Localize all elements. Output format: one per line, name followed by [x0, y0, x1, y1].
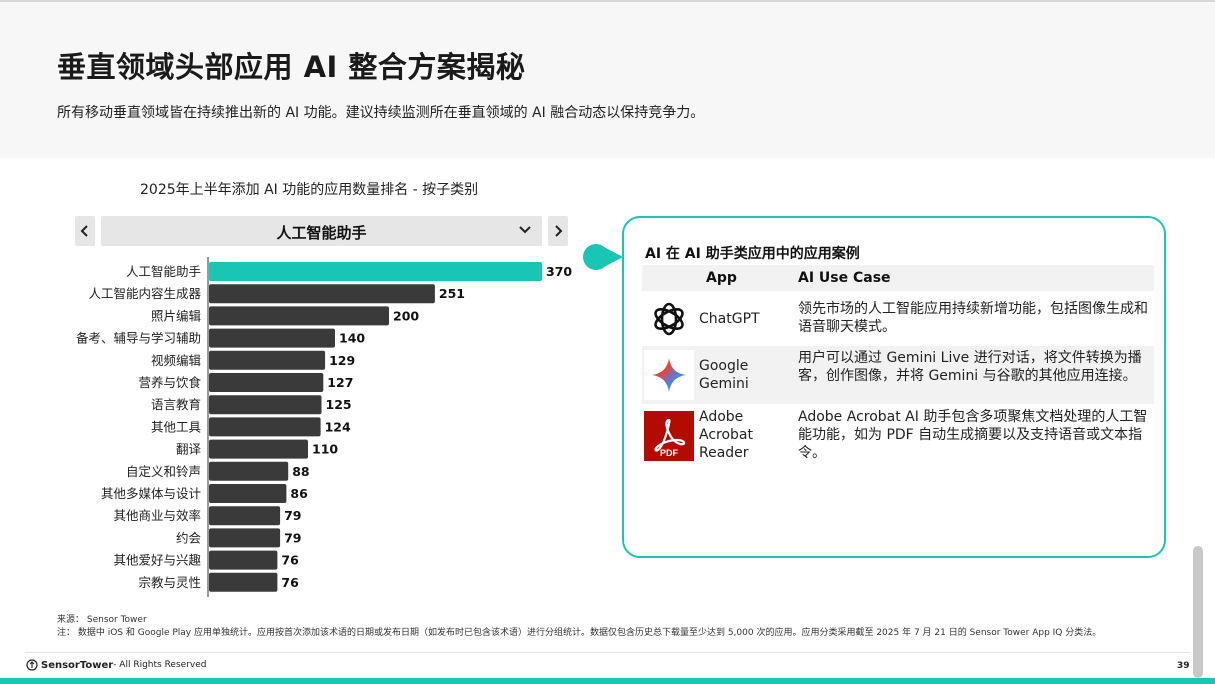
use-case-description: 领先市场的人工智能应用持续新增功能，包括图像生成和语音聊天模式。	[798, 301, 1148, 335]
category-label: 其他多媒体与设计	[101, 486, 201, 501]
chevron-down-icon	[519, 226, 531, 234]
use-case-panel: AI 在 AI 助手类应用中的应用案例 App AI Use Case Chat…	[622, 216, 1166, 558]
bar[interactable]	[209, 262, 542, 281]
chevron-left-icon	[80, 225, 88, 237]
sensortower-logo-icon	[26, 659, 38, 671]
bar-value-label: 79	[284, 508, 301, 523]
category-label: 其他爱好与兴趣	[113, 553, 201, 568]
use-case-table-header: App AI Use Case	[642, 265, 1154, 291]
scrollbar[interactable]	[1193, 546, 1203, 678]
footer-brand-name: SensorTower	[41, 659, 114, 671]
category-label: 自定义和铃声	[126, 464, 201, 479]
bar-chart: 人工智能助手 370 人工智能内容生成器 251 照片编辑 200 备考、辅导与学习辅助 14…	[76, 257, 572, 597]
bar[interactable]	[209, 284, 435, 304]
bar[interactable]	[209, 328, 335, 348]
source-note: 来源： Sensor Tower 注： 数据中 iOS 和 Google Pla…	[57, 614, 1101, 640]
source-line: 来源： Sensor Tower	[57, 615, 147, 625]
use-case-title: AI 在 AI 助手类应用中的应用案例	[645, 246, 860, 262]
next-category-button[interactable]	[548, 216, 568, 246]
bar-value-label: 370	[546, 264, 572, 279]
page-number: 39	[1177, 661, 1190, 671]
bar[interactable]	[209, 373, 324, 392]
bar-value-label: 251	[439, 286, 465, 301]
column-header-app: App	[706, 270, 737, 286]
bar-value-label: 129	[329, 353, 355, 368]
bar-value-label: 76	[281, 575, 299, 590]
category-dropdown[interactable]: 人工智能助手	[101, 216, 542, 246]
page-title: 垂直领域头部应用 AI 整合方案揭秘	[57, 50, 526, 84]
bar[interactable]	[209, 572, 278, 592]
pdf-logo-icon: PDF	[644, 411, 694, 461]
category-label: 人工智能内容生成器	[88, 286, 201, 301]
use-case-description: Adobe Acrobat AI 助手包含多项聚焦文档处理的人工智能功能，如为 …	[798, 409, 1148, 461]
svg-text:PDF: PDF	[660, 448, 679, 458]
chart-title: 2025年上半年添加 AI 功能的应用数量排名 - 按子类别	[140, 182, 479, 198]
category-label: 语言教育	[151, 397, 201, 412]
bar-value-label: 200	[393, 308, 419, 323]
category-label: 其他工具	[151, 419, 202, 434]
bar[interactable]	[209, 350, 326, 370]
use-case-app-name: Adobe Acrobat Reader	[699, 409, 753, 461]
category-label: 翻译	[176, 442, 202, 457]
bar-value-label: 127	[327, 375, 353, 390]
chevron-right-icon	[555, 225, 563, 237]
category-label: 备考、辅导与学习辅助	[76, 331, 201, 346]
column-header-use-case: AI Use Case	[798, 270, 891, 286]
footer-divider	[25, 652, 1190, 653]
category-dropdown-label: 人工智能助手	[276, 224, 367, 242]
use-case-row: PDF Adobe Acrobat Reader Adobe Acrobat A…	[642, 406, 1154, 464]
gemini-logo-icon	[644, 350, 694, 400]
bar-value-label: 110	[312, 442, 338, 457]
category-label: 人工智能助手	[126, 264, 201, 279]
bar-value-label: 88	[292, 464, 309, 479]
bar-value-label: 79	[284, 530, 301, 545]
footer-rights: - All Rights Reserved	[113, 660, 207, 670]
category-label: 照片编辑	[151, 308, 201, 323]
bar-value-label: 125	[326, 397, 352, 412]
callout-pointer	[583, 244, 623, 270]
bar-value-label: 124	[325, 419, 351, 434]
category-label: 约会	[176, 530, 202, 545]
bar[interactable]	[209, 484, 287, 503]
header-band	[0, 0, 1215, 158]
footer-brand: SensorTower - All Rights Reserved	[26, 659, 206, 671]
bar[interactable]	[209, 417, 321, 437]
page-subtitle: 所有移动垂直领域皆在持续推出新的 AI 功能。建议持续监测所在垂直领域的 AI …	[57, 105, 705, 121]
bar-value-label: 86	[290, 486, 308, 501]
bar-value-label: 76	[281, 553, 299, 568]
bar[interactable]	[209, 506, 281, 526]
use-case-row: Google Gemini 用户可以通过 Gemini Live 进行对话，将文…	[642, 346, 1154, 404]
chatgpt-logo-icon	[644, 294, 694, 344]
prev-category-button[interactable]	[75, 216, 95, 246]
category-label: 营养与饮食	[138, 375, 201, 390]
bar[interactable]	[209, 439, 308, 459]
use-case-description: 用户可以通过 Gemini Live 进行对话，将文件转换为播客，创作图像，并将…	[798, 350, 1142, 384]
bar[interactable]	[209, 528, 281, 548]
use-case-app-name: ChatGPT	[699, 311, 760, 327]
bar[interactable]	[209, 306, 389, 326]
note-line: 注： 数据中 iOS 和 Google Play 应用单独统计。应用按首次添加该…	[57, 628, 1102, 638]
bar[interactable]	[209, 461, 289, 481]
use-case-row: ChatGPT 领先市场的人工智能应用持续新增功能，包括图像生成和语音聊天模式。	[642, 293, 1154, 345]
bottom-accent-bar	[0, 678, 1215, 684]
use-case-app-name: Google Gemini	[699, 358, 749, 392]
category-label: 宗教与灵性	[138, 575, 201, 590]
category-label: 其他商业与效率	[113, 508, 201, 523]
bar[interactable]	[209, 550, 278, 570]
bar[interactable]	[209, 395, 322, 415]
category-label: 视频编辑	[151, 353, 201, 368]
bar-value-label: 140	[339, 331, 365, 346]
